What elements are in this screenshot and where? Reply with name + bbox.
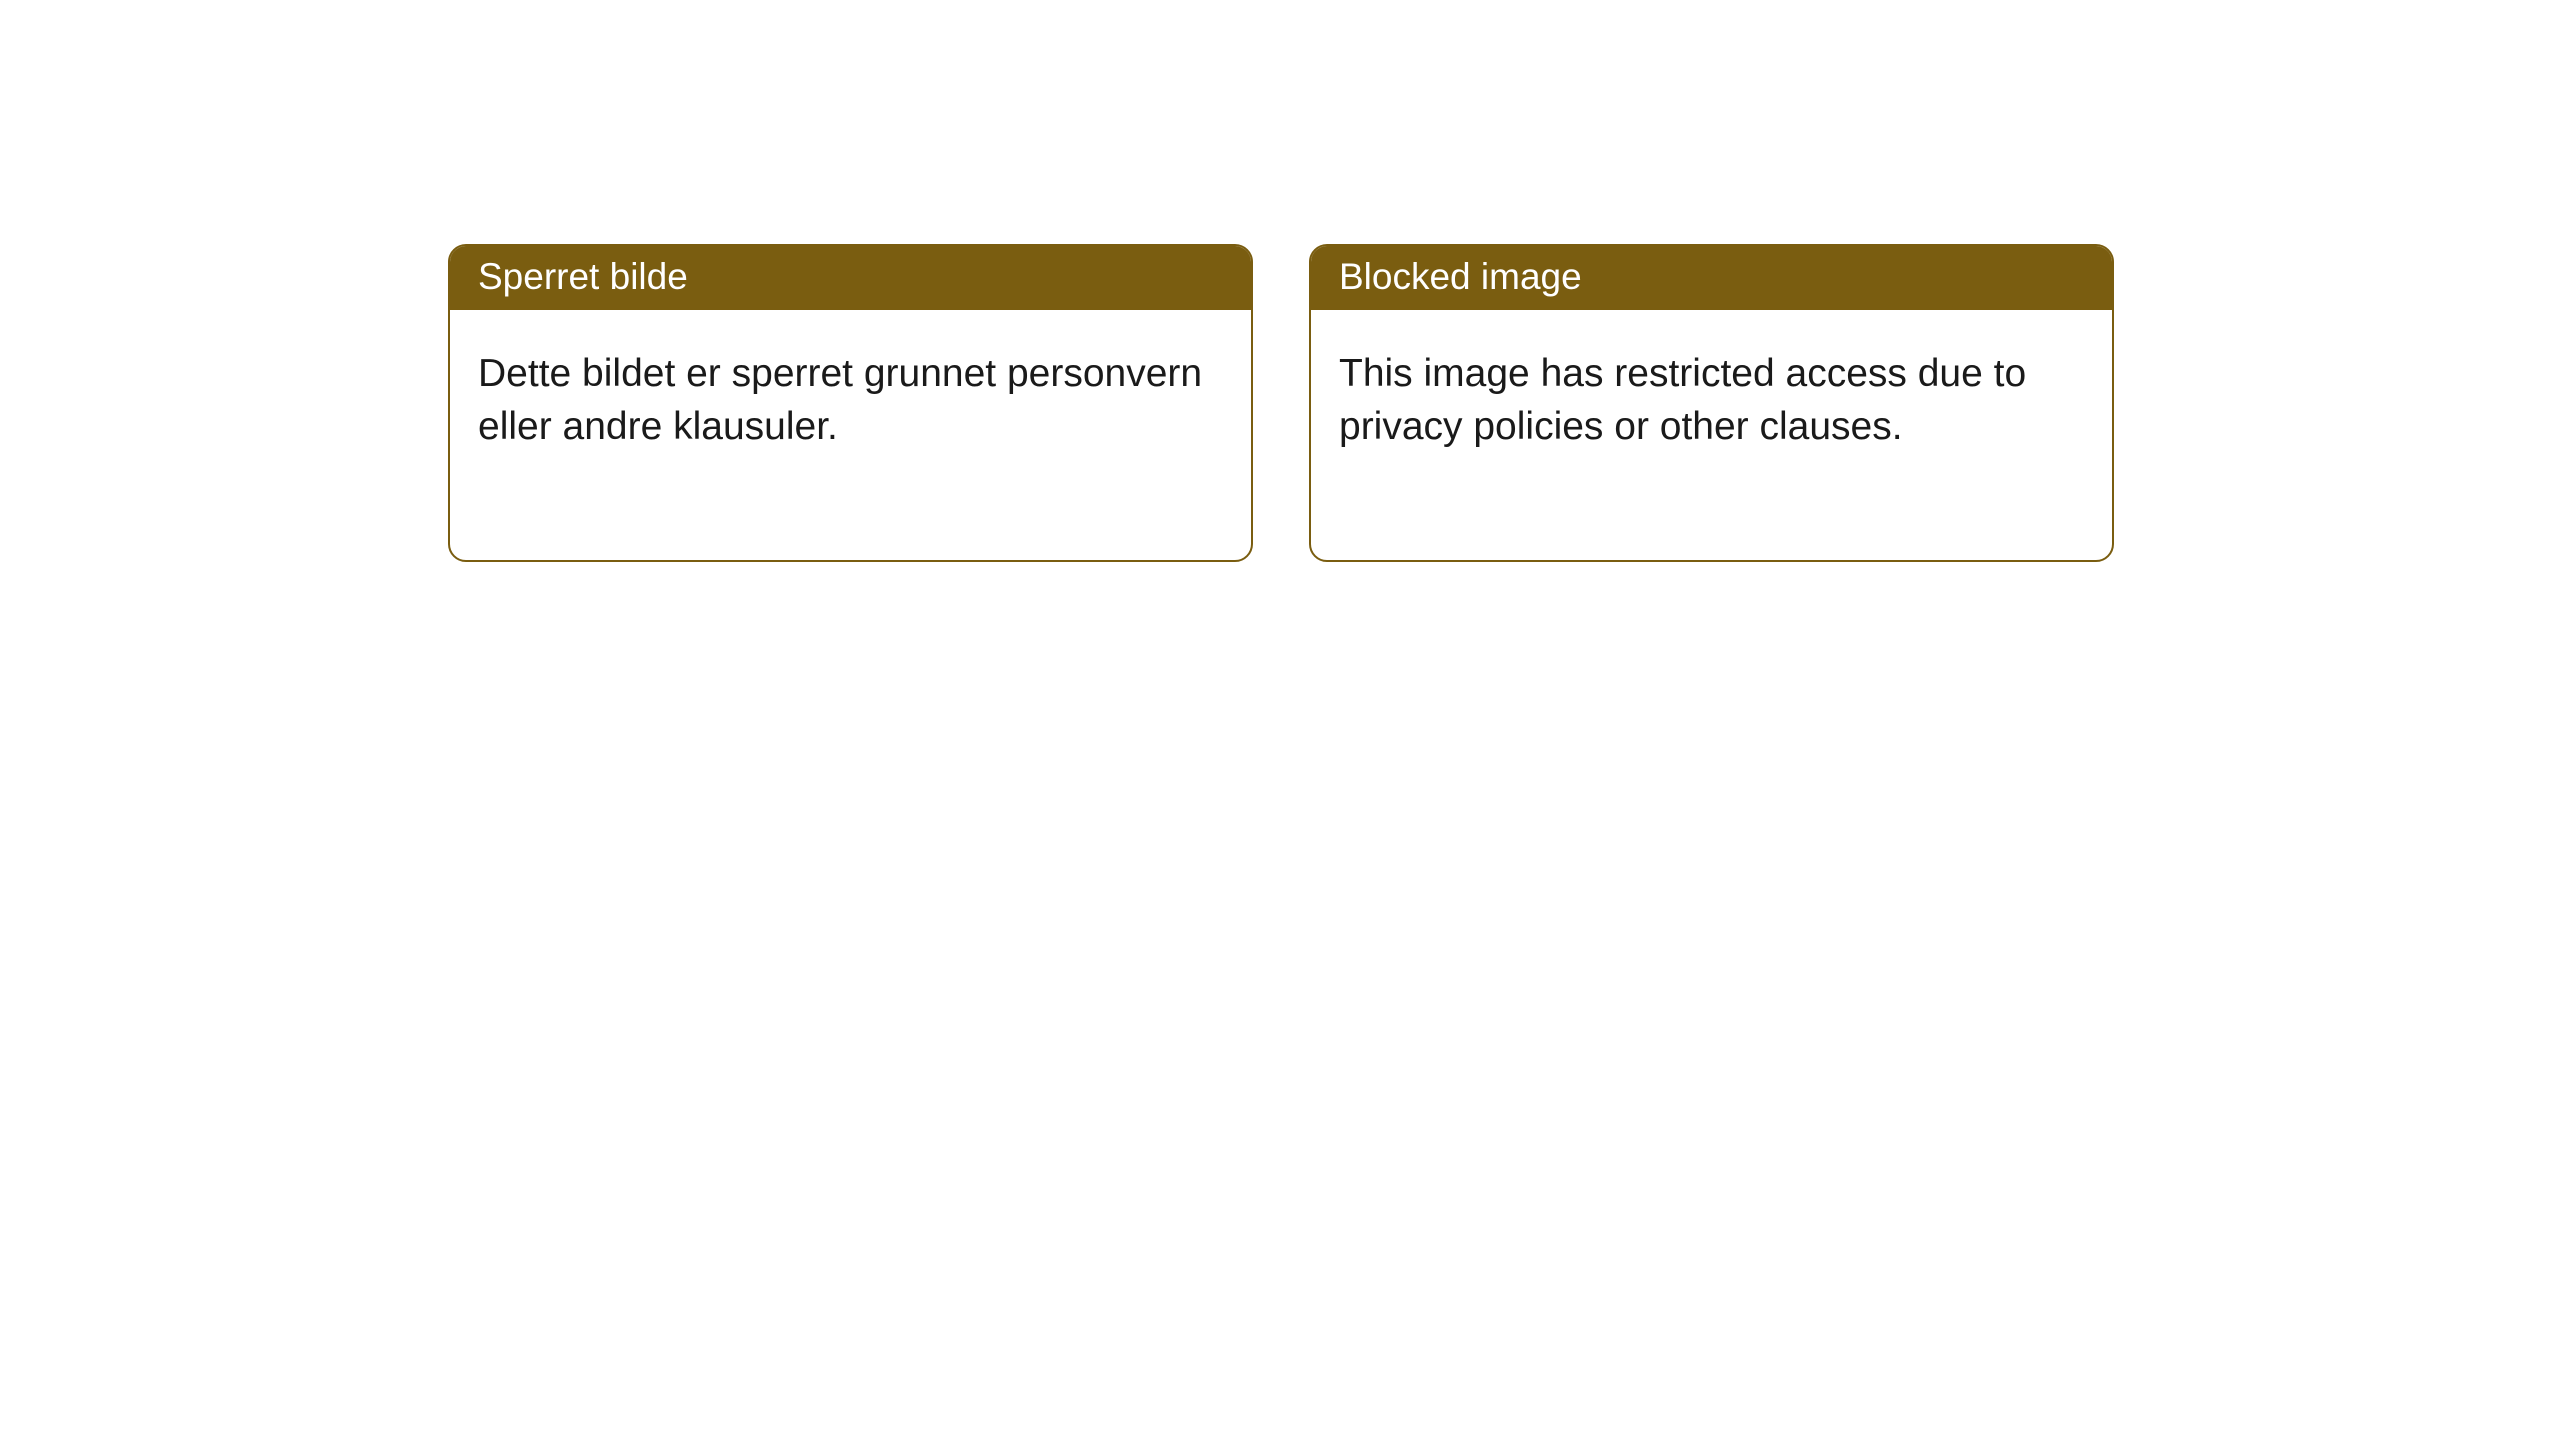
notice-title-en: Blocked image: [1339, 256, 1582, 297]
notice-body-no: Dette bildet er sperret grunnet personve…: [450, 310, 1251, 560]
notice-card-en: Blocked image This image has restricted …: [1309, 244, 2114, 562]
notice-body-text-en: This image has restricted access due to …: [1339, 352, 2026, 448]
notice-header-en: Blocked image: [1311, 246, 2112, 310]
notice-card-no: Sperret bilde Dette bildet er sperret gr…: [448, 244, 1253, 562]
notice-title-no: Sperret bilde: [478, 256, 688, 297]
notice-container: Sperret bilde Dette bildet er sperret gr…: [448, 244, 2114, 562]
notice-body-text-no: Dette bildet er sperret grunnet personve…: [478, 352, 1202, 448]
notice-body-en: This image has restricted access due to …: [1311, 310, 2112, 560]
notice-header-no: Sperret bilde: [450, 246, 1251, 310]
